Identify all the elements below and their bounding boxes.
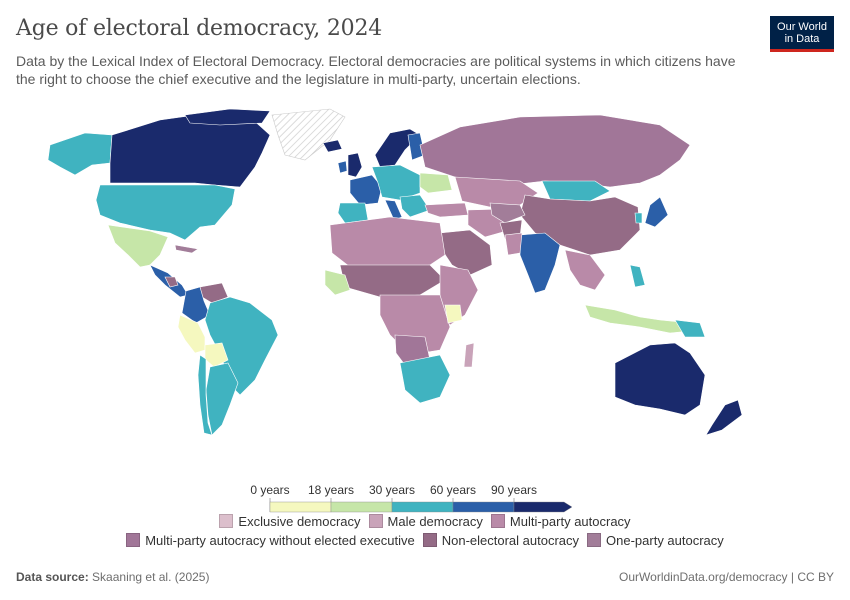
category-legend-item[interactable]: Male democracy bbox=[368, 514, 483, 529]
country-russia[interactable] bbox=[419, 114, 691, 188]
country-central-asia[interactable] bbox=[489, 202, 526, 224]
category-label: Multi-party autocracy without elected ex… bbox=[145, 533, 415, 548]
data-source-label: Data source: bbox=[16, 570, 89, 584]
country-ireland[interactable] bbox=[337, 160, 348, 174]
world-map[interactable] bbox=[0, 105, 850, 445]
license-url[interactable]: OurWorldinData.org/democracy | CC BY bbox=[619, 570, 834, 584]
category-swatch bbox=[490, 514, 505, 528]
country-chile[interactable] bbox=[197, 354, 213, 436]
country-france[interactable] bbox=[349, 174, 383, 206]
category-label: Non-electoral autocracy bbox=[441, 533, 580, 548]
scale-bin[interactable] bbox=[513, 501, 573, 513]
category-legend-item[interactable]: Multi-party autocracy without elected ex… bbox=[126, 533, 415, 548]
country-nicaragua[interactable] bbox=[164, 276, 179, 288]
country-italy[interactable] bbox=[384, 199, 403, 221]
scale-label: 18 years bbox=[308, 483, 354, 497]
country-pakistan[interactable] bbox=[504, 232, 523, 256]
country-new-zealand[interactable] bbox=[705, 399, 743, 436]
country-sahel[interactable] bbox=[339, 264, 446, 298]
scale-label: 0 years bbox=[250, 483, 289, 497]
country-usa[interactable] bbox=[95, 184, 236, 241]
category-legend-row-2: Multi-party autocracy without elected ex… bbox=[0, 533, 850, 548]
logo-line-2: in Data bbox=[784, 33, 820, 45]
scale-label: 90 years bbox=[491, 483, 537, 497]
country-southern-africa[interactable] bbox=[399, 354, 451, 404]
country-canada[interactable] bbox=[109, 112, 271, 188]
category-label: Exclusive democracy bbox=[238, 514, 361, 529]
country-bolivia[interactable] bbox=[204, 342, 229, 368]
scale-bin[interactable] bbox=[391, 501, 454, 513]
country-turkey[interactable] bbox=[424, 202, 469, 218]
country-madagascar[interactable] bbox=[463, 342, 475, 368]
scale-bin[interactable] bbox=[330, 501, 393, 513]
category-legend-row-1: Exclusive democracy Male democracy Multi-p… bbox=[0, 514, 850, 529]
category-swatch bbox=[422, 533, 437, 547]
country-philippines[interactable] bbox=[629, 264, 646, 288]
country-greenland[interactable] bbox=[271, 108, 346, 161]
country-uk[interactable] bbox=[347, 152, 363, 178]
logo-line-1: Our World bbox=[777, 21, 827, 33]
country-australia[interactable] bbox=[614, 342, 706, 416]
country-west-africa[interactable] bbox=[324, 269, 351, 296]
category-label: Multi-party autocracy bbox=[509, 514, 631, 529]
country-argentina[interactable] bbox=[205, 362, 239, 436]
country-cuba[interactable] bbox=[174, 244, 199, 254]
country-japan[interactable] bbox=[644, 196, 669, 228]
category-legend-item[interactable]: One-party autocracy bbox=[587, 533, 724, 548]
category-swatch bbox=[368, 514, 383, 528]
country-mainland-se-asia[interactable] bbox=[564, 249, 606, 291]
country-ukraine[interactable] bbox=[419, 172, 453, 194]
country-iceland[interactable] bbox=[322, 139, 343, 153]
country-kenya[interactable] bbox=[444, 304, 463, 324]
chart-subtitle: Data by the Lexical Index of Electoral D… bbox=[16, 53, 736, 87]
country-canada-islands[interactable] bbox=[184, 108, 271, 126]
country-south-korea[interactable] bbox=[634, 212, 643, 224]
category-label: Male democracy bbox=[387, 514, 483, 529]
category-legend-item[interactable]: Multi-party autocracy bbox=[490, 514, 631, 529]
category-legend-item[interactable]: Exclusive democracy bbox=[219, 514, 361, 529]
category-swatch bbox=[587, 533, 602, 547]
country-mongolia[interactable] bbox=[541, 180, 611, 202]
data-source-text[interactable]: Skaaning et al. (2025) bbox=[92, 570, 210, 584]
country-alaska[interactable] bbox=[47, 132, 113, 176]
country-north-africa[interactable] bbox=[329, 216, 446, 271]
chart-title: Age of electoral democracy, 2024 bbox=[16, 16, 383, 41]
numeric-legend: 0 years 18 years 30 years 60 years 90 years bbox=[250, 483, 573, 513]
category-swatch bbox=[219, 514, 234, 528]
country-papua-new-guinea[interactable] bbox=[674, 319, 706, 338]
country-iberia[interactable] bbox=[337, 202, 369, 224]
scale-label: 30 years bbox=[369, 483, 415, 497]
scale-bin[interactable] bbox=[269, 501, 332, 513]
category-swatch bbox=[126, 533, 141, 547]
country-balkans[interactable] bbox=[399, 194, 431, 218]
data-source: Data source: Skaaning et al. (2025) bbox=[16, 570, 209, 584]
country-brazil[interactable] bbox=[204, 296, 279, 396]
category-label: One-party autocracy bbox=[606, 533, 724, 548]
category-legend-item[interactable]: Non-electoral autocracy bbox=[422, 533, 580, 548]
scale-label: 60 years bbox=[430, 483, 476, 497]
country-india[interactable] bbox=[519, 232, 561, 294]
country-peru[interactable] bbox=[177, 314, 206, 354]
owid-logo[interactable]: Our World in Data bbox=[770, 16, 834, 52]
scale-bin[interactable] bbox=[452, 501, 515, 513]
